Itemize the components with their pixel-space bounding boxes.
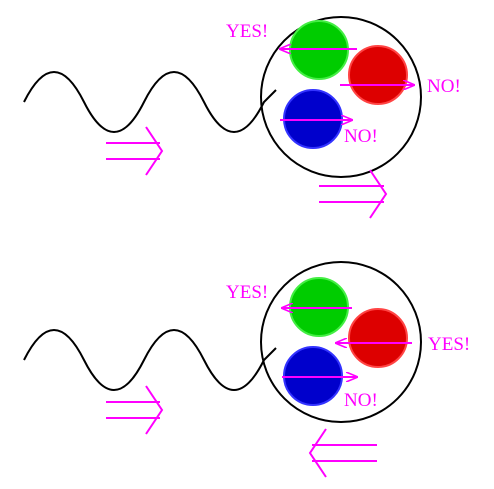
bottom-red-label: YES! <box>428 334 470 355</box>
top-recoil-arrow <box>319 169 388 219</box>
bottom-red-particle <box>348 308 408 368</box>
bottom-atom-boundary <box>260 261 422 423</box>
top-blue-label: NO! <box>344 126 378 147</box>
top-panel: YES! NO! NO! <box>23 16 461 219</box>
top-incoming-wave <box>23 71 277 133</box>
bottom-blue-label: NO! <box>344 390 378 411</box>
top-red-label: NO! <box>427 76 461 97</box>
bottom-panel: YES! YES! NO! <box>23 261 470 478</box>
top-red-particle <box>348 45 408 105</box>
bottom-incoming-wave <box>23 329 277 391</box>
bottom-recoil-arrow <box>308 428 377 478</box>
top-atom-boundary <box>260 16 422 178</box>
bottom-green-label: YES! <box>226 282 268 303</box>
top-wave-direction-arrow <box>106 126 164 176</box>
top-green-label: YES! <box>226 21 268 42</box>
bottom-wave-direction-arrow <box>106 385 164 435</box>
